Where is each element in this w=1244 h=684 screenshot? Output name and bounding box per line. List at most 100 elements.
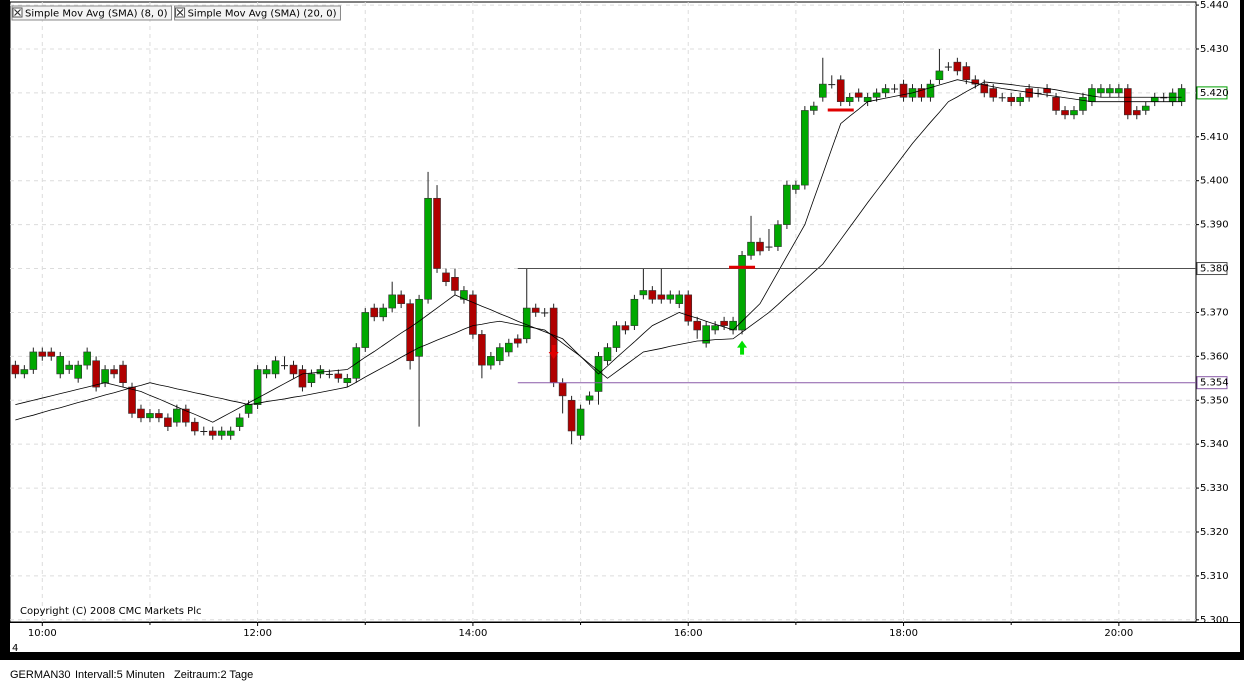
candle-body — [191, 421, 199, 432]
status-symbol: GERMAN30 — [10, 669, 71, 681]
candle-body — [451, 277, 459, 291]
copyright: Copyright (C) 2008 CMC Markets Plc — [20, 606, 201, 617]
candle-body — [92, 360, 100, 388]
candle-body — [810, 105, 818, 111]
candle-body — [1141, 105, 1150, 111]
candle-body — [926, 83, 935, 98]
candle-body — [962, 66, 971, 81]
level-label: 5.380 — [1200, 264, 1229, 275]
candle-body — [200, 430, 208, 432]
candle-body — [1079, 96, 1087, 111]
x-tick-label: 14:00 — [459, 628, 488, 639]
grid — [10, 2, 1199, 626]
candle-body — [217, 430, 226, 436]
status-period: Zeitraum:2 Tage — [174, 669, 253, 681]
candle-body — [845, 96, 854, 102]
candle-body — [164, 417, 172, 427]
candle-body — [1132, 110, 1141, 116]
candle-body — [262, 369, 271, 375]
candle-body — [334, 373, 343, 379]
candle-body — [29, 351, 38, 370]
candle-body — [513, 338, 522, 344]
candle-body — [1070, 110, 1078, 116]
candle-body — [836, 79, 845, 102]
candle-body — [298, 369, 307, 388]
candle-body — [56, 356, 65, 375]
candle-body — [173, 408, 181, 423]
marks — [11, 48, 1186, 445]
candle-body — [971, 79, 980, 85]
candle-body — [137, 408, 145, 419]
candle-body — [1007, 96, 1015, 102]
sma-line — [15, 81, 1182, 421]
y-tick-label: 5.390 — [1200, 220, 1229, 231]
candle-body — [756, 241, 764, 252]
candle-body — [935, 70, 944, 81]
candle-body — [541, 312, 549, 314]
legend-box — [11, 5, 173, 21]
candle-body — [146, 413, 154, 419]
candle-body — [325, 373, 333, 375]
candle-body — [1150, 96, 1159, 102]
candle-body — [182, 408, 190, 423]
candle-body — [1177, 88, 1186, 102]
legend-box — [174, 5, 341, 21]
y-tick-label: 5.400 — [1200, 176, 1229, 187]
candle-body — [281, 365, 289, 367]
candle-body — [989, 88, 998, 98]
candle-body — [244, 404, 253, 414]
candle-body — [854, 92, 863, 98]
candle-body — [998, 97, 1006, 99]
level-label: 5.354 — [1200, 378, 1229, 389]
candle-body — [370, 307, 379, 318]
candle-body — [155, 413, 163, 419]
y-tick-label: 5.350 — [1200, 395, 1229, 406]
legend-label: Simple Mov Avg (SMA) (8, 0) — [25, 9, 168, 20]
candle-body — [406, 303, 414, 362]
candle-body — [621, 325, 630, 331]
candle-body — [235, 417, 244, 427]
candle-body — [872, 92, 881, 98]
candle-body — [343, 378, 352, 383]
candle-body — [20, 369, 29, 375]
candle-body — [1115, 88, 1123, 94]
y-tick-label: 5.300 — [1200, 615, 1229, 626]
candle-body — [208, 430, 217, 436]
candle-body — [1097, 88, 1105, 94]
candle-body — [684, 294, 693, 322]
candle-body — [693, 320, 701, 331]
legend-item: Simple Mov Avg (SMA) (8, 0) — [11, 5, 173, 21]
legend-item: Simple Mov Avg (SMA) (20, 0) — [174, 5, 341, 21]
candle-body — [11, 364, 20, 375]
candle-body — [271, 360, 280, 375]
candle-body — [361, 312, 370, 348]
candle-body — [226, 430, 235, 436]
right-frame — [1240, 0, 1244, 652]
candle-body — [83, 351, 91, 366]
y-tick-label: 5.440 — [1200, 0, 1229, 11]
candle-body — [747, 241, 755, 256]
candle-body — [702, 325, 710, 344]
candle-body — [415, 298, 423, 357]
candle-body — [1016, 96, 1024, 102]
candle-body — [567, 399, 576, 432]
legend-label: Simple Mov Avg (SMA) (20, 0) — [188, 9, 337, 20]
candle-body — [1061, 110, 1069, 116]
x-tick-label: 20:00 — [1104, 628, 1133, 639]
status-interval: Intervall:5 Minuten — [75, 669, 165, 681]
candle-body — [783, 184, 791, 225]
candle-body — [675, 294, 684, 304]
level-label-box — [1196, 376, 1228, 390]
candle-body — [47, 351, 56, 357]
candle-body — [666, 294, 675, 300]
candle-body — [612, 325, 621, 348]
sma-line — [15, 79, 1182, 423]
candle-body — [917, 88, 926, 98]
candle-body — [442, 272, 450, 283]
candle-body — [460, 290, 468, 300]
left-frame — [0, 0, 10, 652]
y-tick-label: 5.330 — [1200, 483, 1229, 494]
candle-body — [487, 356, 495, 366]
